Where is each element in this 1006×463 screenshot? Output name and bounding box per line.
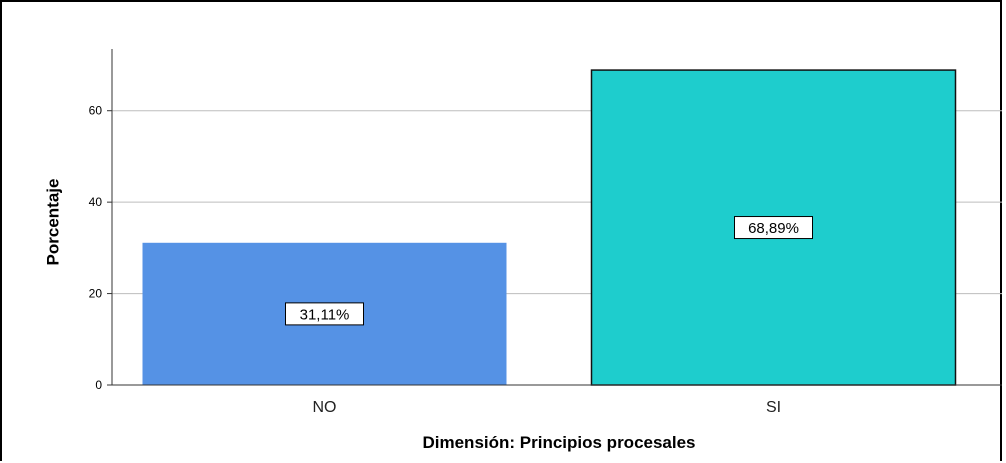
data-label-no: 31,11%	[300, 306, 350, 323]
data-label-si: 68,89%	[748, 220, 799, 237]
y-tick-label-0: 0	[95, 378, 102, 392]
axes: 0 20 40 60 NO SI	[89, 49, 1002, 416]
x-axis-title: Dimensión: Principios procesales	[422, 433, 695, 452]
bars	[142, 69, 957, 386]
y-tick-label-20: 20	[89, 287, 103, 301]
x-tick-label-si: SI	[766, 399, 781, 416]
x-tick-label-no: NO	[313, 399, 337, 416]
data-labels: 31,11% 68,89%	[285, 216, 813, 326]
data-label-box-si	[734, 216, 813, 240]
y-axis-title: Porcentaje	[43, 179, 62, 266]
y-tick-label-40: 40	[89, 195, 103, 209]
y-tick-label-60: 60	[89, 104, 103, 118]
data-label-box-no	[285, 302, 364, 326]
